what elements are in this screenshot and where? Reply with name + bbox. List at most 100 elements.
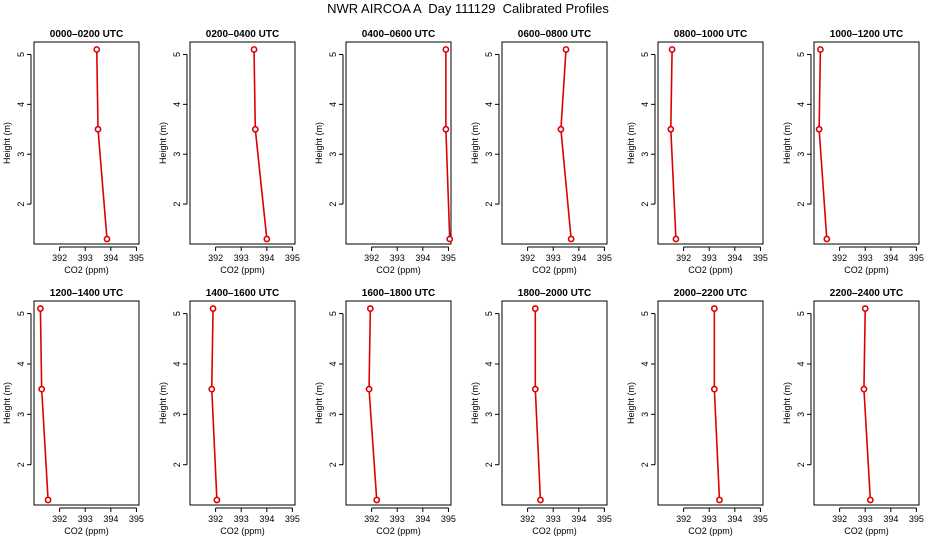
x-tick-label: 394 — [259, 253, 274, 263]
y-tick-label: 2 — [328, 462, 338, 467]
x-tick-label: 392 — [52, 514, 67, 524]
y-axis-label: Height (m) — [314, 122, 324, 164]
x-tick-label: 392 — [520, 514, 535, 524]
data-point — [710, 305, 718, 312]
y-axis-label: Height (m) — [626, 382, 636, 424]
y-tick-label: 2 — [640, 462, 650, 467]
x-tick-label: 392 — [364, 253, 379, 263]
y-tick-label: 4 — [484, 361, 494, 366]
data-point — [710, 385, 718, 393]
y-tick-label: 4 — [16, 361, 26, 366]
x-tick-label: 395 — [441, 514, 456, 524]
data-point — [446, 235, 454, 243]
y-axis-label: Height (m) — [470, 122, 480, 164]
y-tick-label: 2 — [16, 202, 26, 207]
y-tick-label: 3 — [16, 152, 26, 157]
y-axis-label: Height (m) — [2, 382, 12, 424]
x-axis-label: CO2 (ppm) — [688, 265, 733, 275]
panel-title: 0200–0400 UTC — [206, 29, 279, 40]
panel-7: 1200–1400 UTC 392 393 394 395 CO2 (ppm) 2 3 4 5 He… — [2, 288, 144, 536]
panel-title: 1600–1800 UTC — [362, 288, 435, 299]
x-axis-label: CO2 (ppm) — [220, 265, 265, 275]
x-tick-label: 395 — [597, 514, 612, 524]
y-tick-label: 2 — [172, 462, 182, 467]
data-point — [531, 385, 539, 393]
panel-6: 1000–1200 UTC 392 393 394 395 CO2 (ppm) 2 3 4 5 He… — [782, 29, 924, 275]
y-tick-label: 5 — [640, 311, 650, 316]
y-tick-label: 2 — [484, 462, 494, 467]
y-tick-label: 3 — [172, 412, 182, 417]
data-point — [366, 305, 374, 312]
panel-8: 1400–1600 UTC 392 393 394 395 CO2 (ppm) 2 3 4 5 He… — [158, 288, 300, 536]
data-point — [667, 125, 675, 133]
data-point — [208, 385, 216, 393]
y-tick-label: 5 — [328, 311, 338, 316]
data-point — [861, 305, 869, 312]
x-tick-label: 392 — [208, 514, 223, 524]
data-point — [442, 46, 450, 53]
y-tick-label: 4 — [328, 361, 338, 366]
panel-11: 2000–2200 UTC 392 393 394 395 CO2 (ppm) 2 3 4 5 He… — [626, 288, 768, 536]
panel-title: 0000–0200 UTC — [50, 29, 123, 40]
plot-frame — [501, 300, 608, 506]
y-tick-label: 4 — [484, 102, 494, 107]
page-title: NWR AIRCOA A Day 111129 Calibrated Profi… — [327, 1, 609, 16]
y-tick-label: 3 — [640, 412, 650, 417]
data-point — [250, 46, 258, 53]
x-axis-label: CO2 (ppm) — [220, 526, 265, 536]
data-point — [94, 125, 102, 133]
x-axis-label: CO2 (ppm) — [64, 526, 109, 536]
x-axis-label: CO2 (ppm) — [532, 265, 577, 275]
y-tick-label: 4 — [796, 361, 806, 366]
y-tick-label: 3 — [484, 412, 494, 417]
x-tick-label: 395 — [129, 253, 144, 263]
plot-frame — [189, 41, 296, 245]
x-tick-label: 393 — [234, 514, 249, 524]
y-tick-label: 5 — [328, 52, 338, 57]
x-tick-label: 395 — [753, 514, 768, 524]
x-tick-label: 394 — [415, 514, 430, 524]
y-tick-label: 5 — [172, 52, 182, 57]
y-tick-label: 2 — [172, 202, 182, 207]
x-tick-label: 395 — [909, 514, 924, 524]
data-point — [213, 496, 221, 504]
x-axis-label: CO2 (ppm) — [688, 526, 733, 536]
x-tick-label: 394 — [883, 253, 898, 263]
x-tick-label: 395 — [753, 253, 768, 263]
y-axis-label: Height (m) — [2, 122, 12, 164]
y-tick-label: 2 — [796, 462, 806, 467]
y-tick-label: 4 — [172, 102, 182, 107]
y-tick-label: 5 — [796, 311, 806, 316]
data-point — [860, 385, 868, 393]
data-point — [93, 46, 101, 53]
y-axis-label: Height (m) — [314, 382, 324, 424]
x-axis-label: CO2 (ppm) — [532, 526, 577, 536]
panel-title: 0400–0600 UTC — [362, 29, 435, 40]
x-tick-label: 393 — [390, 253, 405, 263]
plot-frame — [657, 300, 764, 506]
panel-2: 0200–0400 UTC 392 393 394 395 CO2 (ppm) 2 3 4 5 He… — [158, 29, 300, 275]
panel-title: 2000–2200 UTC — [674, 288, 747, 299]
x-tick-label: 395 — [285, 514, 300, 524]
y-tick-label: 4 — [172, 361, 182, 366]
data-point — [537, 496, 544, 504]
panel-title: 0800–1000 UTC — [674, 29, 747, 40]
panel-5: 0800–1000 UTC 392 393 394 395 CO2 (ppm) 2 3 4 5 He… — [626, 29, 768, 275]
data-point — [442, 125, 450, 133]
y-tick-label: 5 — [172, 311, 182, 316]
y-axis-label: Height (m) — [158, 122, 168, 164]
plot-frame — [501, 41, 608, 245]
x-axis-label: CO2 (ppm) — [376, 526, 421, 536]
data-point — [815, 125, 823, 133]
data-point — [817, 46, 824, 53]
y-tick-label: 5 — [484, 311, 494, 316]
data-point — [44, 496, 52, 504]
y-axis-label: Height (m) — [782, 122, 792, 164]
x-tick-label: 392 — [676, 253, 691, 263]
plot-frame — [33, 300, 140, 506]
data-point — [562, 46, 570, 53]
y-tick-label: 3 — [172, 152, 182, 157]
y-tick-label: 3 — [796, 412, 806, 417]
x-tick-label: 395 — [441, 253, 456, 263]
